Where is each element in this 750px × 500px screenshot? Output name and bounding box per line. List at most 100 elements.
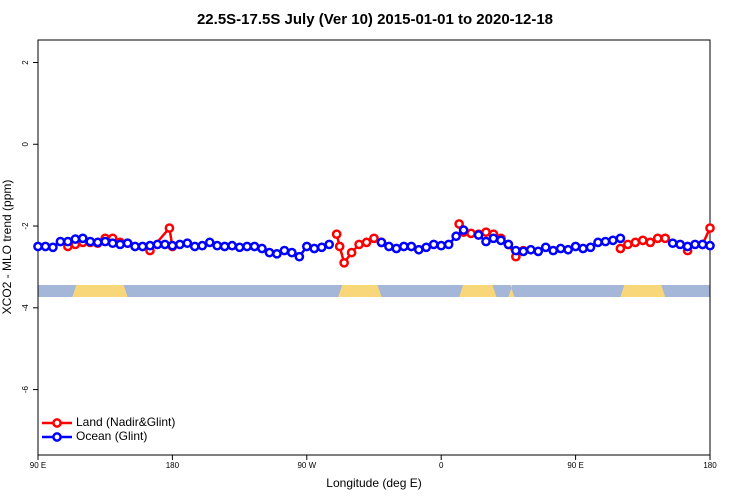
land-segment bbox=[508, 285, 515, 297]
data-point bbox=[334, 241, 345, 252]
data-point bbox=[421, 242, 432, 253]
data-point bbox=[660, 233, 671, 244]
data-point bbox=[630, 237, 641, 248]
data-point bbox=[369, 233, 379, 244]
data-point bbox=[70, 234, 81, 244]
y-tick-label: -4 bbox=[21, 304, 30, 312]
data-point bbox=[219, 241, 230, 252]
data-point bbox=[454, 219, 464, 229]
data-point bbox=[92, 237, 103, 248]
data-point bbox=[264, 247, 275, 258]
data-point bbox=[563, 244, 573, 255]
data-point bbox=[309, 243, 320, 254]
data-point bbox=[682, 241, 693, 252]
x-tick-label: 90 E bbox=[567, 461, 583, 470]
data-point bbox=[48, 242, 58, 253]
data-point bbox=[346, 247, 357, 258]
legend-marker bbox=[52, 432, 62, 442]
x-axis-label: Longitude (deg E) bbox=[326, 476, 421, 490]
data-point bbox=[384, 241, 394, 252]
data-point bbox=[593, 237, 603, 248]
data-point bbox=[406, 241, 417, 252]
data-point bbox=[175, 239, 185, 250]
data-point bbox=[197, 240, 208, 251]
data-point bbox=[164, 223, 175, 233]
data-point bbox=[399, 241, 409, 252]
data-point bbox=[645, 237, 656, 248]
data-point bbox=[533, 246, 544, 257]
data-point bbox=[145, 240, 155, 251]
data-point bbox=[272, 248, 282, 259]
data-point bbox=[212, 240, 223, 251]
data-point bbox=[413, 244, 424, 255]
data-point bbox=[697, 239, 708, 250]
data-point bbox=[637, 235, 648, 246]
legend-label: Ocean (Glint) bbox=[76, 429, 147, 443]
x-tick-label: 0 bbox=[439, 461, 444, 470]
data-point bbox=[458, 225, 469, 235]
data-point bbox=[436, 240, 447, 251]
data-point bbox=[578, 243, 588, 254]
data-point bbox=[481, 236, 491, 247]
data-point bbox=[540, 242, 551, 253]
data-point bbox=[287, 247, 297, 258]
data-point bbox=[249, 241, 260, 252]
data-point bbox=[227, 240, 237, 251]
x-tick-label: 90 E bbox=[30, 461, 46, 470]
data-point bbox=[122, 238, 133, 249]
data-point bbox=[361, 237, 372, 248]
data-point bbox=[324, 239, 335, 250]
data-point bbox=[85, 236, 96, 247]
data-point bbox=[137, 241, 148, 252]
data-point bbox=[257, 243, 267, 254]
y-tick-label: -6 bbox=[21, 385, 30, 393]
x-tick-label: 90 W bbox=[297, 461, 316, 470]
land-segment bbox=[338, 285, 382, 297]
y-tick-label: 0 bbox=[21, 141, 30, 146]
data-point bbox=[130, 241, 140, 252]
data-point bbox=[615, 233, 626, 244]
data-point bbox=[63, 236, 73, 247]
data-point bbox=[615, 243, 626, 254]
data-point bbox=[585, 242, 596, 253]
data-point bbox=[623, 239, 633, 250]
data-point bbox=[525, 244, 536, 255]
data-point bbox=[331, 229, 342, 240]
data-point bbox=[690, 239, 700, 250]
data-point bbox=[496, 235, 506, 246]
y-tick-label: -2 bbox=[21, 222, 30, 230]
y-tick-label: 2 bbox=[21, 60, 30, 65]
data-point bbox=[511, 245, 521, 256]
data-point bbox=[675, 239, 685, 250]
x-tick-label: 180 bbox=[166, 461, 180, 470]
legend-label: Land (Nadir&Glint) bbox=[76, 415, 175, 429]
y-axis-label: XCO2 - MLO trend (ppm) bbox=[0, 180, 14, 315]
data-point bbox=[100, 236, 111, 247]
land-segment bbox=[72, 285, 128, 297]
data-point bbox=[600, 236, 611, 247]
data-point bbox=[667, 238, 678, 249]
data-point bbox=[40, 241, 51, 252]
data-point bbox=[339, 257, 349, 268]
data-point bbox=[488, 233, 499, 244]
data-point bbox=[652, 233, 663, 244]
data-point bbox=[294, 251, 305, 262]
data-point bbox=[234, 242, 245, 253]
data-point bbox=[55, 236, 66, 247]
data-point bbox=[279, 245, 290, 256]
data-point bbox=[182, 238, 193, 249]
chart-title: 22.5S-17.5S July (Ver 10) 2015-01-01 to … bbox=[197, 11, 553, 28]
data-point bbox=[115, 239, 125, 250]
data-point bbox=[376, 237, 387, 248]
data-point bbox=[481, 227, 491, 238]
legend-marker bbox=[52, 418, 62, 428]
data-point bbox=[466, 228, 476, 239]
data-point bbox=[518, 246, 529, 257]
data-point bbox=[189, 241, 200, 252]
data-point bbox=[548, 245, 559, 256]
data-point bbox=[354, 239, 364, 250]
data-point bbox=[608, 235, 618, 246]
data-point bbox=[107, 238, 118, 249]
data-point bbox=[503, 239, 514, 250]
data-point bbox=[204, 237, 215, 248]
